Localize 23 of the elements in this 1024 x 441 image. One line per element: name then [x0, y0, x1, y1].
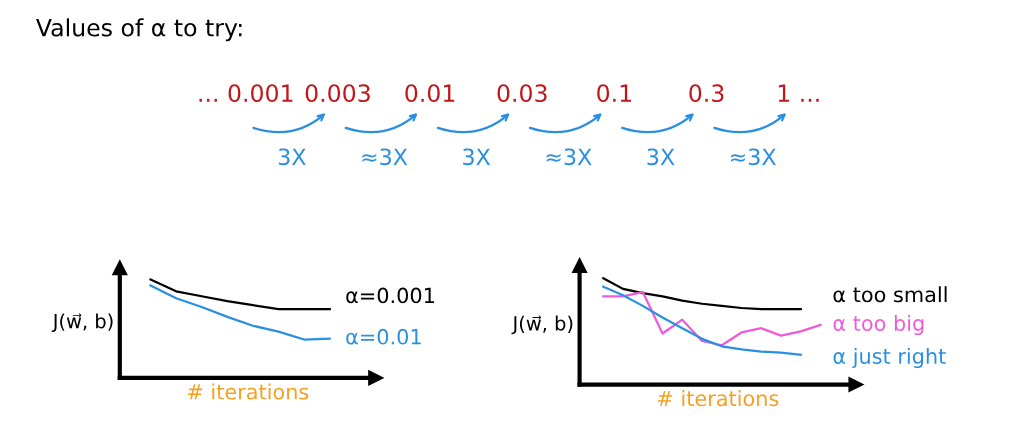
text: ... 0.001 — [199, 84, 293, 103]
x-axis-title: # iterations — [187, 383, 309, 400]
text: 3X — [463, 148, 491, 166]
text: Values of α to try: — [36, 18, 242, 42]
series-label: α=0.001 — [346, 287, 434, 304]
text: ≈3X — [362, 148, 408, 166]
x-axis-title: # iterations — [657, 390, 779, 407]
series-label: α=0.01 — [346, 328, 421, 345]
text: ≈3X — [546, 148, 592, 166]
series-label: α just right — [833, 347, 946, 369]
y-axis-title: J(w⃗, b) — [511, 315, 573, 335]
text: ≈3X — [731, 148, 776, 166]
text: 0.03 — [497, 84, 547, 103]
text: 3X — [278, 148, 306, 166]
series-label: α too big — [833, 314, 924, 336]
text: 1 ... — [778, 84, 819, 102]
text: 0.1 — [597, 84, 631, 103]
y-axis-title: J(w⃗, b) — [51, 313, 113, 333]
text: 0.01 — [405, 84, 455, 103]
series-label: α too small — [833, 286, 947, 303]
text: 0.3 — [689, 84, 724, 103]
text: 0.003 — [305, 84, 370, 103]
text: 3X — [647, 148, 675, 166]
